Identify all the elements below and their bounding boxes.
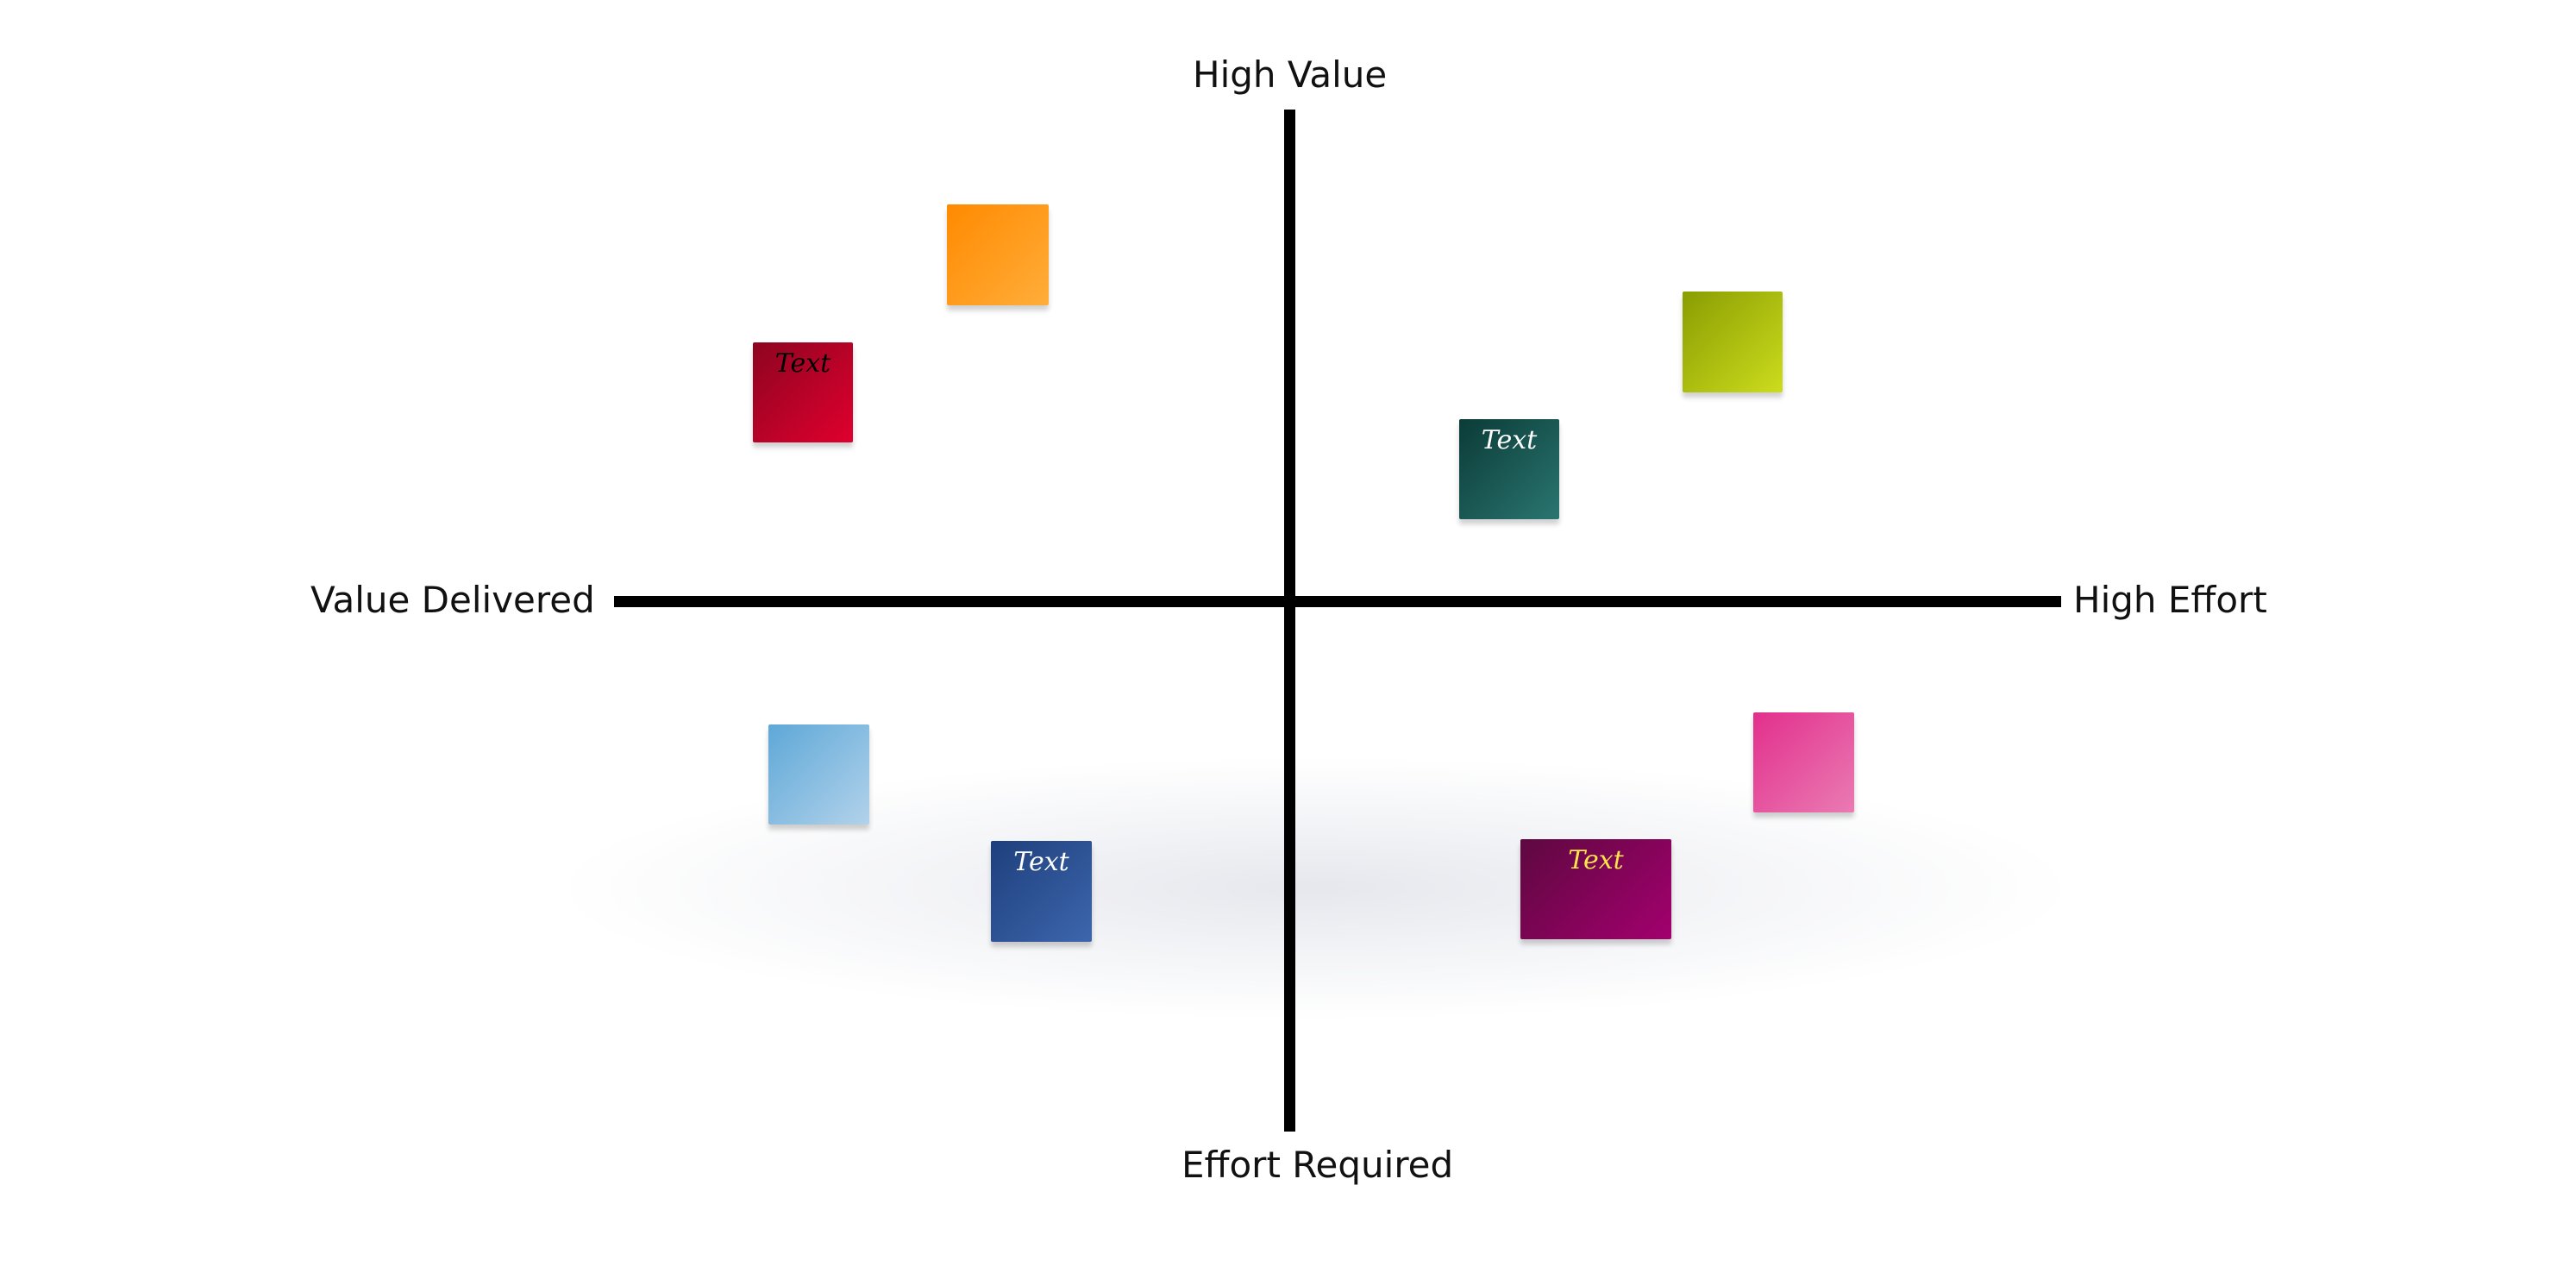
- horizontal-axis: [614, 596, 2061, 607]
- sticky-note-teal-text: Text: [1481, 425, 1538, 455]
- sticky-note-lime[interactable]: [1683, 292, 1783, 392]
- sticky-note-navy-text: Text: [1013, 847, 1069, 877]
- sticky-note-plum[interactable]: Text: [1520, 839, 1671, 939]
- axis-label-bottom: Effort Required: [1181, 1144, 1454, 1186]
- sticky-note-orange[interactable]: [947, 204, 1049, 305]
- sticky-note-teal[interactable]: Text: [1459, 419, 1559, 519]
- sticky-note-navy[interactable]: Text: [991, 841, 1092, 942]
- sticky-note-red[interactable]: Text: [753, 342, 853, 442]
- sticky-note-plum-text: Text: [1568, 845, 1624, 875]
- axis-label-left: Value Delivered: [310, 579, 595, 621]
- sticky-note-sky[interactable]: [768, 724, 869, 825]
- vertical-axis: [1284, 110, 1295, 1132]
- axis-label-right: High Effort: [2073, 579, 2267, 621]
- axis-label-top: High Value: [1193, 53, 1388, 96]
- sticky-note-pink[interactable]: [1753, 712, 1854, 812]
- sticky-note-red-text: Text: [774, 348, 831, 379]
